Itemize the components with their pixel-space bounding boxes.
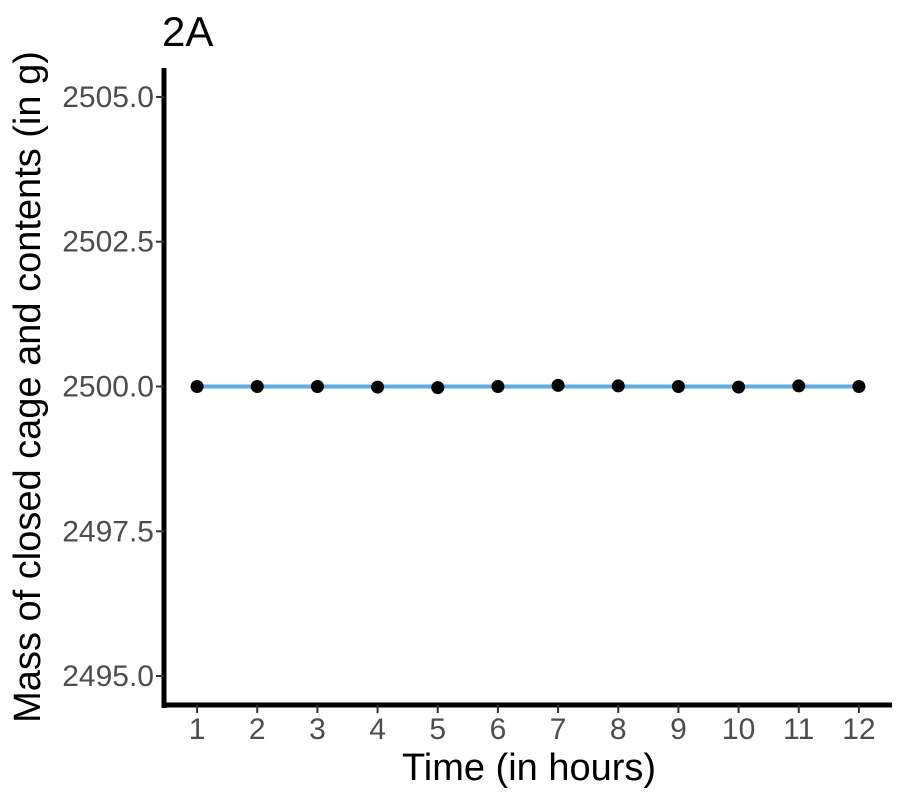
x-tick-label: 2 [249,713,266,746]
x-tick-label: 8 [610,713,627,746]
data-point [551,378,565,392]
x-axis-title: Time (in hours) [402,747,656,789]
data-point [371,380,385,394]
x-tick-label: 11 [783,713,814,746]
data-point [611,379,625,393]
data-point [491,380,505,393]
x-tick-label: 4 [369,713,386,746]
y-tick-label: 2495.0 [62,660,154,693]
x-tick-label: 12 [842,713,875,746]
data-point [732,380,746,394]
x-tick-label: 1 [189,713,206,746]
data-point [792,379,806,393]
data-point [852,380,866,393]
data-point [310,380,324,393]
y-axis-title: Mass of closed cage and contents (in g) [7,51,49,723]
data-point [250,380,264,393]
y-tick-label: 2497.5 [62,515,154,548]
y-tick-label: 2500.0 [62,371,154,404]
data-point [190,380,204,393]
y-tick-label: 2502.5 [62,226,154,259]
x-tick-label: 7 [550,713,567,746]
y-axis-ticks: 2495.0 2497.5 2500.0 2502.5 2505.0 [62,81,164,693]
x-tick-label: 5 [429,713,446,746]
x-tick-label: 3 [309,713,326,746]
x-tick-label: 6 [490,713,507,746]
chart-title: 2A [162,8,213,55]
data-point [431,381,445,395]
x-tick-label: 9 [670,713,687,746]
y-tick-label: 2505.0 [62,81,154,114]
x-tick-label: 10 [722,713,755,746]
x-axis-ticks: 1 2 3 4 5 6 7 8 9 10 11 12 [189,705,876,746]
plot-area [161,68,892,708]
data-point [671,380,685,393]
